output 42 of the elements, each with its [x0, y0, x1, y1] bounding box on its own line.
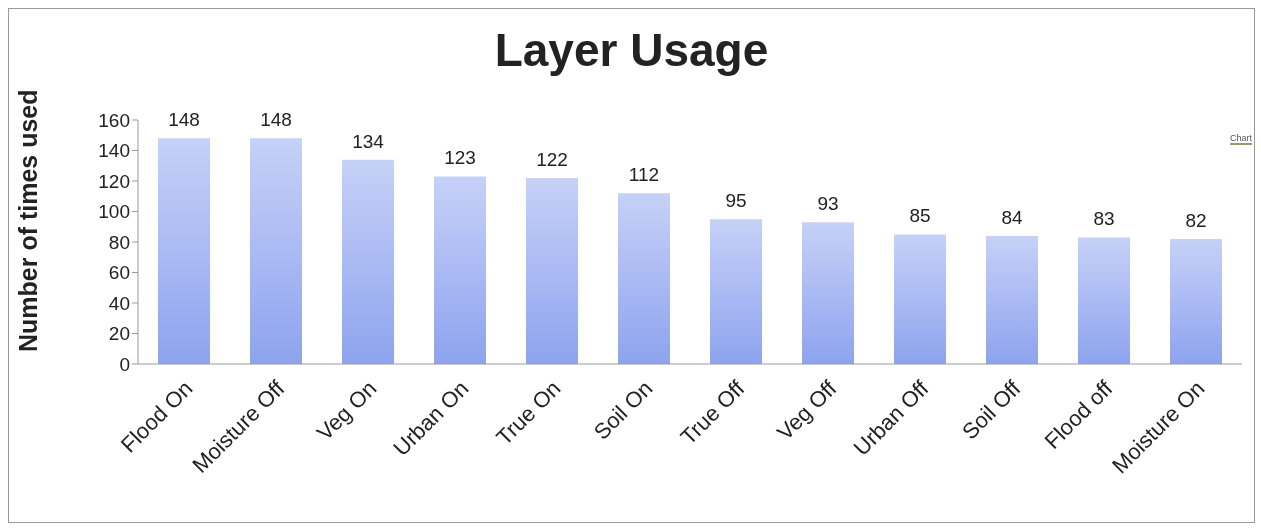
data-label: 83: [1093, 208, 1115, 230]
y-tick-label: 160: [98, 109, 130, 131]
data-label: 112: [628, 164, 660, 186]
bar: [1170, 238, 1222, 364]
y-tick-label: 140: [98, 140, 130, 162]
x-tick-label: True On: [491, 375, 566, 450]
y-tick-label: 80: [108, 231, 130, 253]
data-label: 123: [444, 147, 476, 169]
data-label: 82: [1185, 209, 1207, 231]
x-tick-label: Veg Off: [772, 375, 843, 446]
x-tick-label: Soil Off: [957, 375, 1027, 445]
y-tick-label: 120: [98, 170, 130, 192]
bar: [250, 138, 302, 364]
bar: [342, 159, 394, 364]
y-tick-label: 60: [108, 262, 130, 284]
bar: [802, 222, 854, 364]
bar: [618, 193, 670, 364]
chart-title: Layer Usage: [493, 23, 770, 77]
data-label: 148: [168, 109, 200, 131]
x-tick-label: Veg On: [311, 375, 382, 446]
bar: [526, 177, 578, 364]
data-label: 122: [536, 148, 568, 170]
bar: [434, 176, 486, 364]
data-label: 84: [1001, 206, 1023, 228]
annotation: Chart: [1229, 133, 1252, 145]
y-tick-label: 100: [98, 201, 130, 223]
y-axis-title: Number of times used: [13, 89, 42, 352]
data-label: 148: [260, 109, 292, 131]
data-label: 134: [352, 130, 385, 152]
data-label: 85: [909, 205, 931, 227]
bar: [710, 219, 762, 364]
y-tick-label: 0: [119, 353, 130, 375]
bar: [1078, 237, 1130, 364]
x-tick-label: Soil On: [588, 375, 658, 445]
data-label: 93: [817, 193, 839, 215]
x-tick-label: True Off: [675, 375, 751, 450]
bar: [894, 234, 946, 364]
bar: [158, 138, 210, 364]
y-tick-label: 20: [108, 323, 130, 345]
data-label: 95: [725, 190, 747, 212]
bar: [986, 235, 1038, 364]
y-tick-label: 40: [108, 292, 130, 314]
